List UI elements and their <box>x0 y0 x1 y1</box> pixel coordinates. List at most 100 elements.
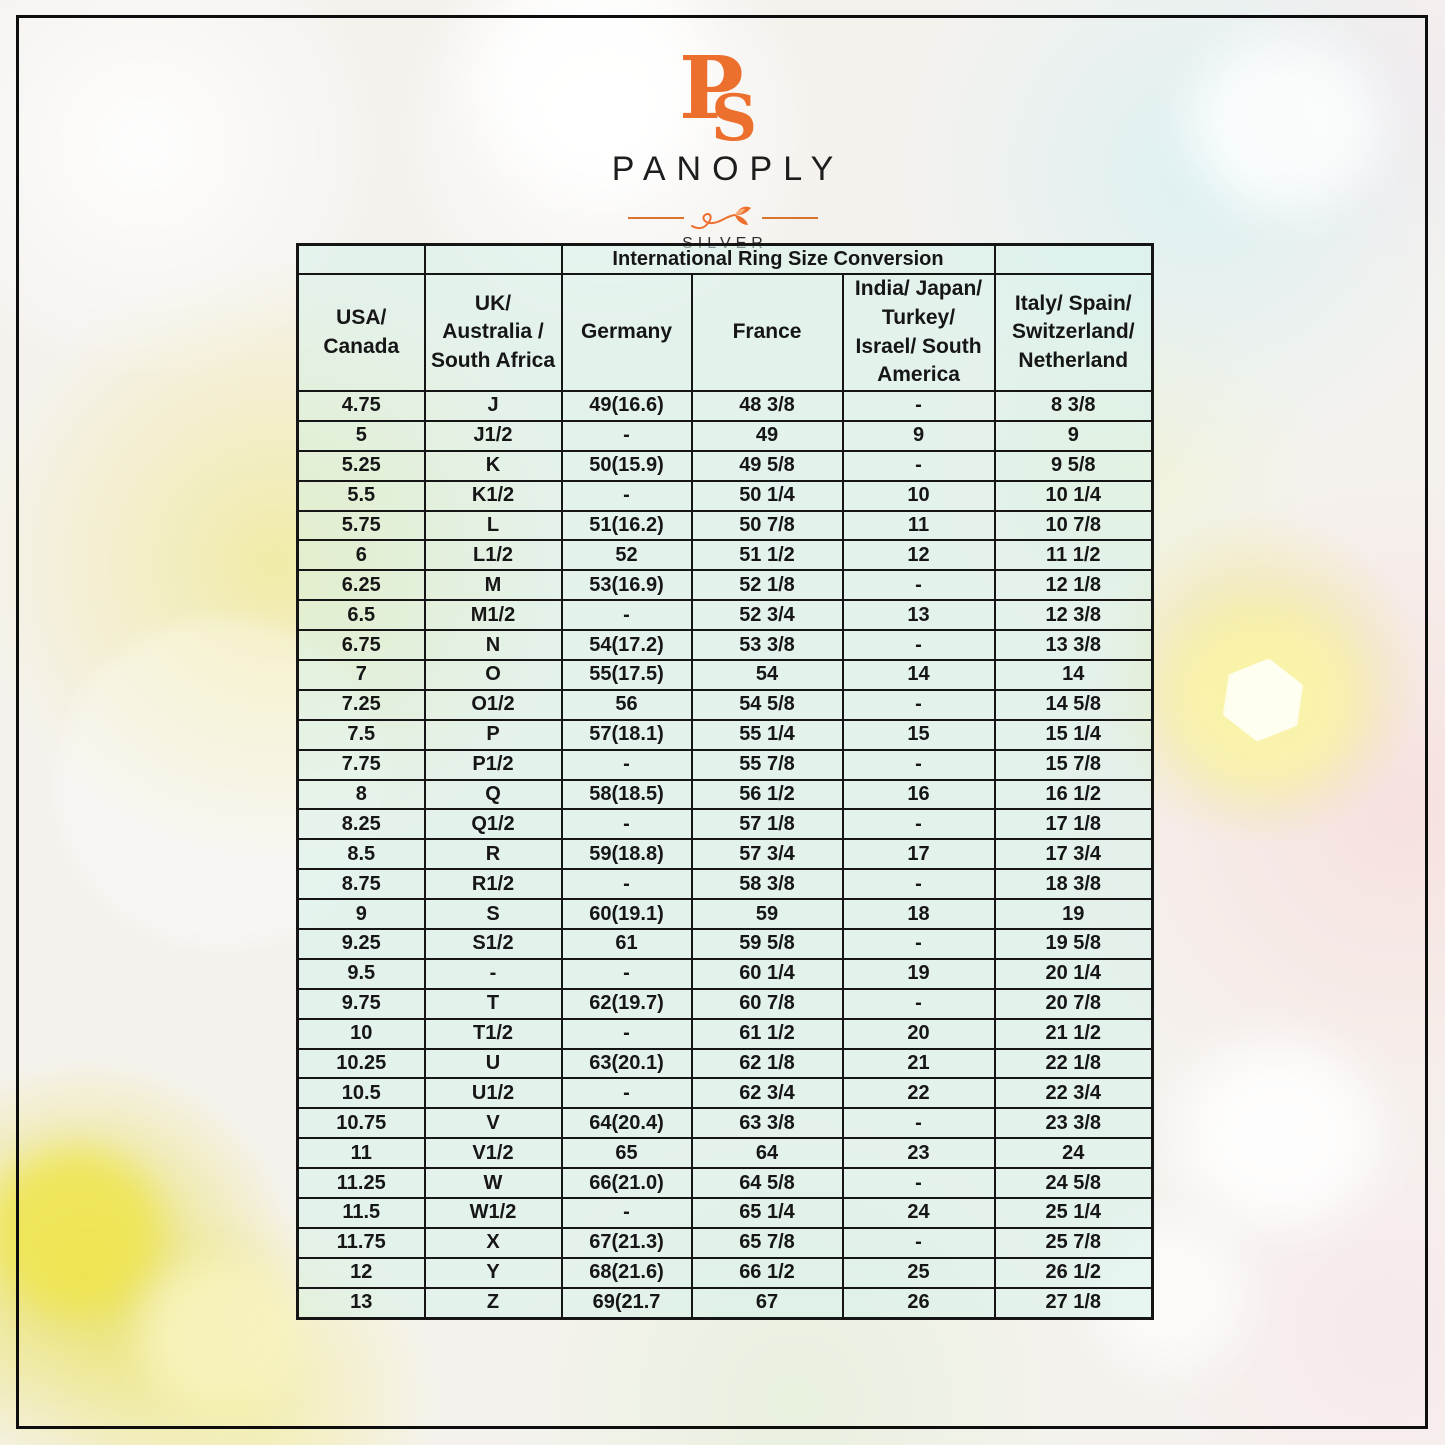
cell: 5.75 <box>296 509 426 542</box>
cell: 55(17.5) <box>560 659 693 691</box>
cell: 54 <box>690 659 844 691</box>
cell: 60 7/8 <box>690 987 844 1020</box>
cell: 60(19.1) <box>560 898 693 931</box>
cell: 10 7/8 <box>993 509 1154 542</box>
cell: 14 5/8 <box>993 688 1154 721</box>
cell: 10.75 <box>296 1107 426 1140</box>
cell: 19 5/8 <box>993 928 1154 960</box>
cell: J <box>423 390 563 422</box>
cell: 10.5 <box>296 1077 426 1110</box>
cell: T <box>423 987 563 1020</box>
cell: 6.5 <box>296 599 426 632</box>
table-row: 11.75 X 67(21.3) 65 7/8-25 7/8 <box>296 1226 1154 1259</box>
column-header: UK/ Australia / South Africa <box>423 273 563 392</box>
cell: 8.5 <box>296 838 426 871</box>
cell: 65 1/4 <box>690 1197 844 1229</box>
cell: Q <box>423 778 563 811</box>
cell: 18 3/8 <box>993 868 1154 901</box>
cell: 54(17.2) <box>560 629 693 662</box>
table-row: 8.75 R1/2-58 3/8-18 3/8 <box>296 868 1154 901</box>
cell: 11.5 <box>296 1197 426 1229</box>
cell: 10 <box>296 1017 426 1050</box>
divider-line <box>761 217 818 219</box>
table-row: 5 J1/2-49 9 9 <box>296 419 1154 452</box>
cell: 55 7/8 <box>690 748 844 781</box>
empty-cell <box>296 243 426 275</box>
cell: 6 <box>296 539 426 572</box>
cell: 67(21.3) <box>560 1226 693 1259</box>
cell: 11.75 <box>296 1226 426 1259</box>
empty-cell <box>993 243 1154 275</box>
cell: 8.75 <box>296 868 426 901</box>
brand-monogram-ps-icon: P S <box>681 48 757 144</box>
cell: W <box>423 1167 563 1200</box>
cell: 64(20.4) <box>560 1107 693 1140</box>
cell: 26 <box>841 1286 996 1320</box>
cell: - <box>841 748 996 781</box>
cell: 17 1/8 <box>993 808 1154 841</box>
cell: 62(19.7) <box>560 987 693 1020</box>
cell: 6.75 <box>296 629 426 662</box>
table-row: 8.25 Q1/2-57 1/8-17 1/8 <box>296 808 1154 841</box>
cell: 59 <box>690 898 844 931</box>
cell: K1/2 <box>423 479 563 512</box>
cell: 65 <box>560 1137 693 1170</box>
cell: 5.5 <box>296 479 426 512</box>
bokeh-circle <box>0 1150 160 1310</box>
cell: L <box>423 509 563 542</box>
table-row: 11.25 W 66(21.0) 64 5/8-24 5/8 <box>296 1167 1154 1200</box>
cell: - <box>841 868 996 901</box>
cell: 12 1/8 <box>993 569 1154 602</box>
cell: - <box>560 1197 693 1229</box>
brand-divider <box>0 205 1445 231</box>
table-row: 8 Q 58(18.5) 56 1/2 16 16 1/2 <box>296 778 1154 811</box>
table-row: 7.5 P 57(18.1) 55 1/4 15 15 1/4 <box>296 718 1154 751</box>
bokeh-circle <box>1180 1040 1380 1230</box>
ring-size-table: International Ring Size Conversion USA/ … <box>296 243 1155 1320</box>
cell: T1/2 <box>423 1017 563 1050</box>
cell: 49 5/8 <box>690 449 844 482</box>
cell: 48 3/8 <box>690 390 844 422</box>
cell: - <box>841 808 996 841</box>
cell: 14 <box>993 659 1154 691</box>
cell: 62 3/4 <box>690 1077 844 1110</box>
cell: 17 <box>841 838 996 871</box>
cell: - <box>841 629 996 662</box>
column-header: USA/ Canada <box>296 273 426 392</box>
cell: 12 <box>841 539 996 572</box>
divider-line <box>627 217 684 219</box>
cell: 60 1/4 <box>690 957 844 990</box>
cell: 6.25 <box>296 569 426 602</box>
cell: 20 1/4 <box>993 957 1154 990</box>
column-header: Italy/ Spain/ Switzerland/ Netherland <box>993 273 1154 392</box>
cell: O <box>423 659 563 691</box>
cell: 59(18.8) <box>560 838 693 871</box>
leaf-flourish-icon <box>690 206 751 230</box>
cell: 24 <box>841 1197 996 1229</box>
cell: 7.5 <box>296 718 426 751</box>
table-row: 9.25 S1/2 61 59 5/8-19 5/8 <box>296 928 1154 960</box>
cell: 58 3/8 <box>690 868 844 901</box>
cell: 63(20.1) <box>560 1047 693 1080</box>
cell: R1/2 <box>423 868 563 901</box>
cell: 23 3/8 <box>993 1107 1154 1140</box>
cell: 64 <box>690 1137 844 1170</box>
cell: 13 <box>296 1286 426 1320</box>
table-row: 10.5 U1/2-62 3/4 22 22 3/4 <box>296 1077 1154 1110</box>
cell: 9.25 <box>296 928 426 960</box>
cell: 10.25 <box>296 1047 426 1080</box>
cell: 9 <box>841 419 996 452</box>
cell: L1/2 <box>423 539 563 572</box>
cell: 5.25 <box>296 449 426 482</box>
svg-text:S: S <box>711 81 757 144</box>
cell: S <box>423 898 563 931</box>
brand-name: PANOPLY <box>611 150 845 188</box>
cell: N <box>423 629 563 662</box>
cell: 51 1/2 <box>690 539 844 572</box>
cell: 49 <box>690 419 844 452</box>
cell: 21 <box>841 1047 996 1080</box>
cell: 13 3/8 <box>993 629 1154 662</box>
cell: - <box>841 688 996 721</box>
cell: - <box>841 1167 996 1200</box>
